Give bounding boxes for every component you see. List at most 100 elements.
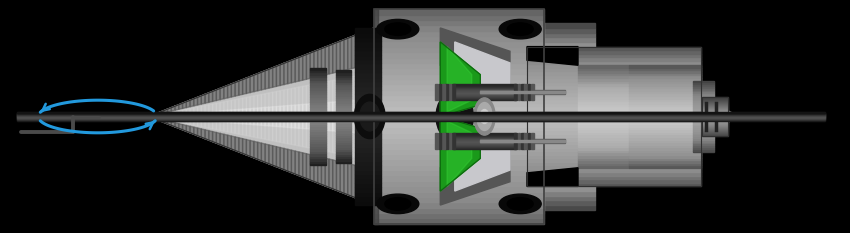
Bar [452,96,516,97]
Bar [693,99,714,100]
Bar [527,137,701,141]
Bar [336,133,351,135]
Polygon shape [178,110,183,123]
Ellipse shape [477,103,492,130]
Bar [355,77,381,81]
Bar [355,125,381,130]
Bar [374,106,544,111]
Bar [527,113,701,116]
Bar [374,84,544,90]
Polygon shape [344,163,348,195]
Polygon shape [310,103,314,130]
Polygon shape [183,124,186,131]
Polygon shape [306,53,310,180]
Polygon shape [276,147,280,168]
Polygon shape [235,110,239,123]
Bar [310,107,326,109]
Polygon shape [246,109,250,124]
Polygon shape [314,155,318,183]
Bar [374,52,544,58]
Bar [459,56,595,61]
Polygon shape [156,114,160,119]
Ellipse shape [480,110,489,123]
Bar [355,108,381,112]
Bar [578,96,629,99]
Polygon shape [326,46,329,187]
Polygon shape [160,113,164,120]
Bar [452,99,516,100]
Bar [578,91,629,93]
Polygon shape [269,145,273,165]
Bar [693,122,714,124]
Polygon shape [156,118,160,121]
Bar [452,146,516,147]
Bar [527,155,701,158]
Polygon shape [197,106,201,127]
Polygon shape [332,43,337,73]
Polygon shape [164,113,167,120]
Bar [445,85,448,100]
Bar [336,130,351,133]
Polygon shape [152,115,156,118]
Bar [459,168,595,172]
Bar [374,41,544,47]
Bar [355,156,381,161]
Bar [355,130,381,134]
Polygon shape [231,82,235,151]
Bar [578,70,629,73]
Polygon shape [310,51,314,79]
Bar [629,140,701,142]
Polygon shape [212,111,216,122]
Bar [514,133,517,149]
Bar [452,148,516,149]
Bar [452,86,516,87]
Polygon shape [183,113,186,120]
Bar [336,121,351,123]
Bar [355,86,381,90]
Bar [459,158,595,163]
Bar [629,150,701,152]
Polygon shape [239,109,242,124]
Bar [374,90,544,95]
Bar [310,114,326,116]
Bar [452,133,516,134]
Bar [527,151,701,155]
Bar [527,68,701,71]
Bar [480,140,565,142]
Polygon shape [351,164,355,198]
Bar [374,31,544,36]
Polygon shape [332,43,337,190]
Bar [531,85,534,100]
Polygon shape [344,38,348,70]
Bar [702,105,728,106]
Polygon shape [337,101,340,132]
Bar [629,119,701,122]
Polygon shape [164,109,167,124]
Polygon shape [363,31,366,66]
Polygon shape [164,120,167,124]
Polygon shape [321,157,326,186]
Bar [336,144,351,147]
Polygon shape [220,87,224,100]
Polygon shape [280,106,284,127]
Bar [527,71,701,75]
Polygon shape [276,91,280,142]
Bar [524,85,527,100]
Bar [702,130,728,131]
Bar [693,95,714,97]
Bar [374,9,544,224]
Bar [578,145,629,147]
Bar [578,86,629,88]
Polygon shape [231,136,235,151]
Polygon shape [269,107,273,126]
Bar [702,135,728,136]
Polygon shape [340,78,344,155]
Bar [723,111,725,122]
Bar [629,116,701,119]
Polygon shape [447,47,472,112]
Bar [459,103,595,107]
Bar [452,92,516,93]
Bar [702,132,728,133]
Polygon shape [318,103,321,130]
Bar [310,124,326,126]
